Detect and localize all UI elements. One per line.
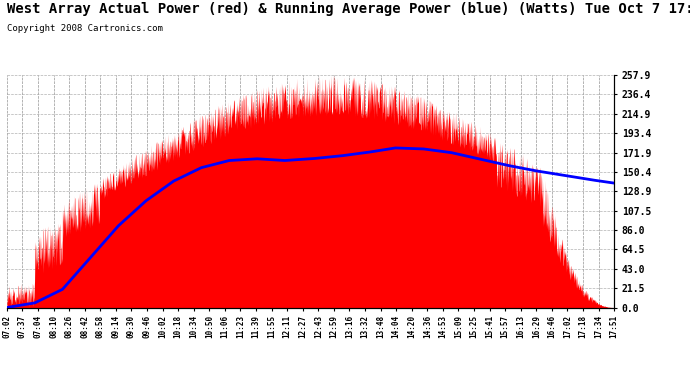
Text: Copyright 2008 Cartronics.com: Copyright 2008 Cartronics.com xyxy=(7,24,163,33)
Text: West Array Actual Power (red) & Running Average Power (blue) (Watts) Tue Oct 7 1: West Array Actual Power (red) & Running … xyxy=(7,2,690,16)
